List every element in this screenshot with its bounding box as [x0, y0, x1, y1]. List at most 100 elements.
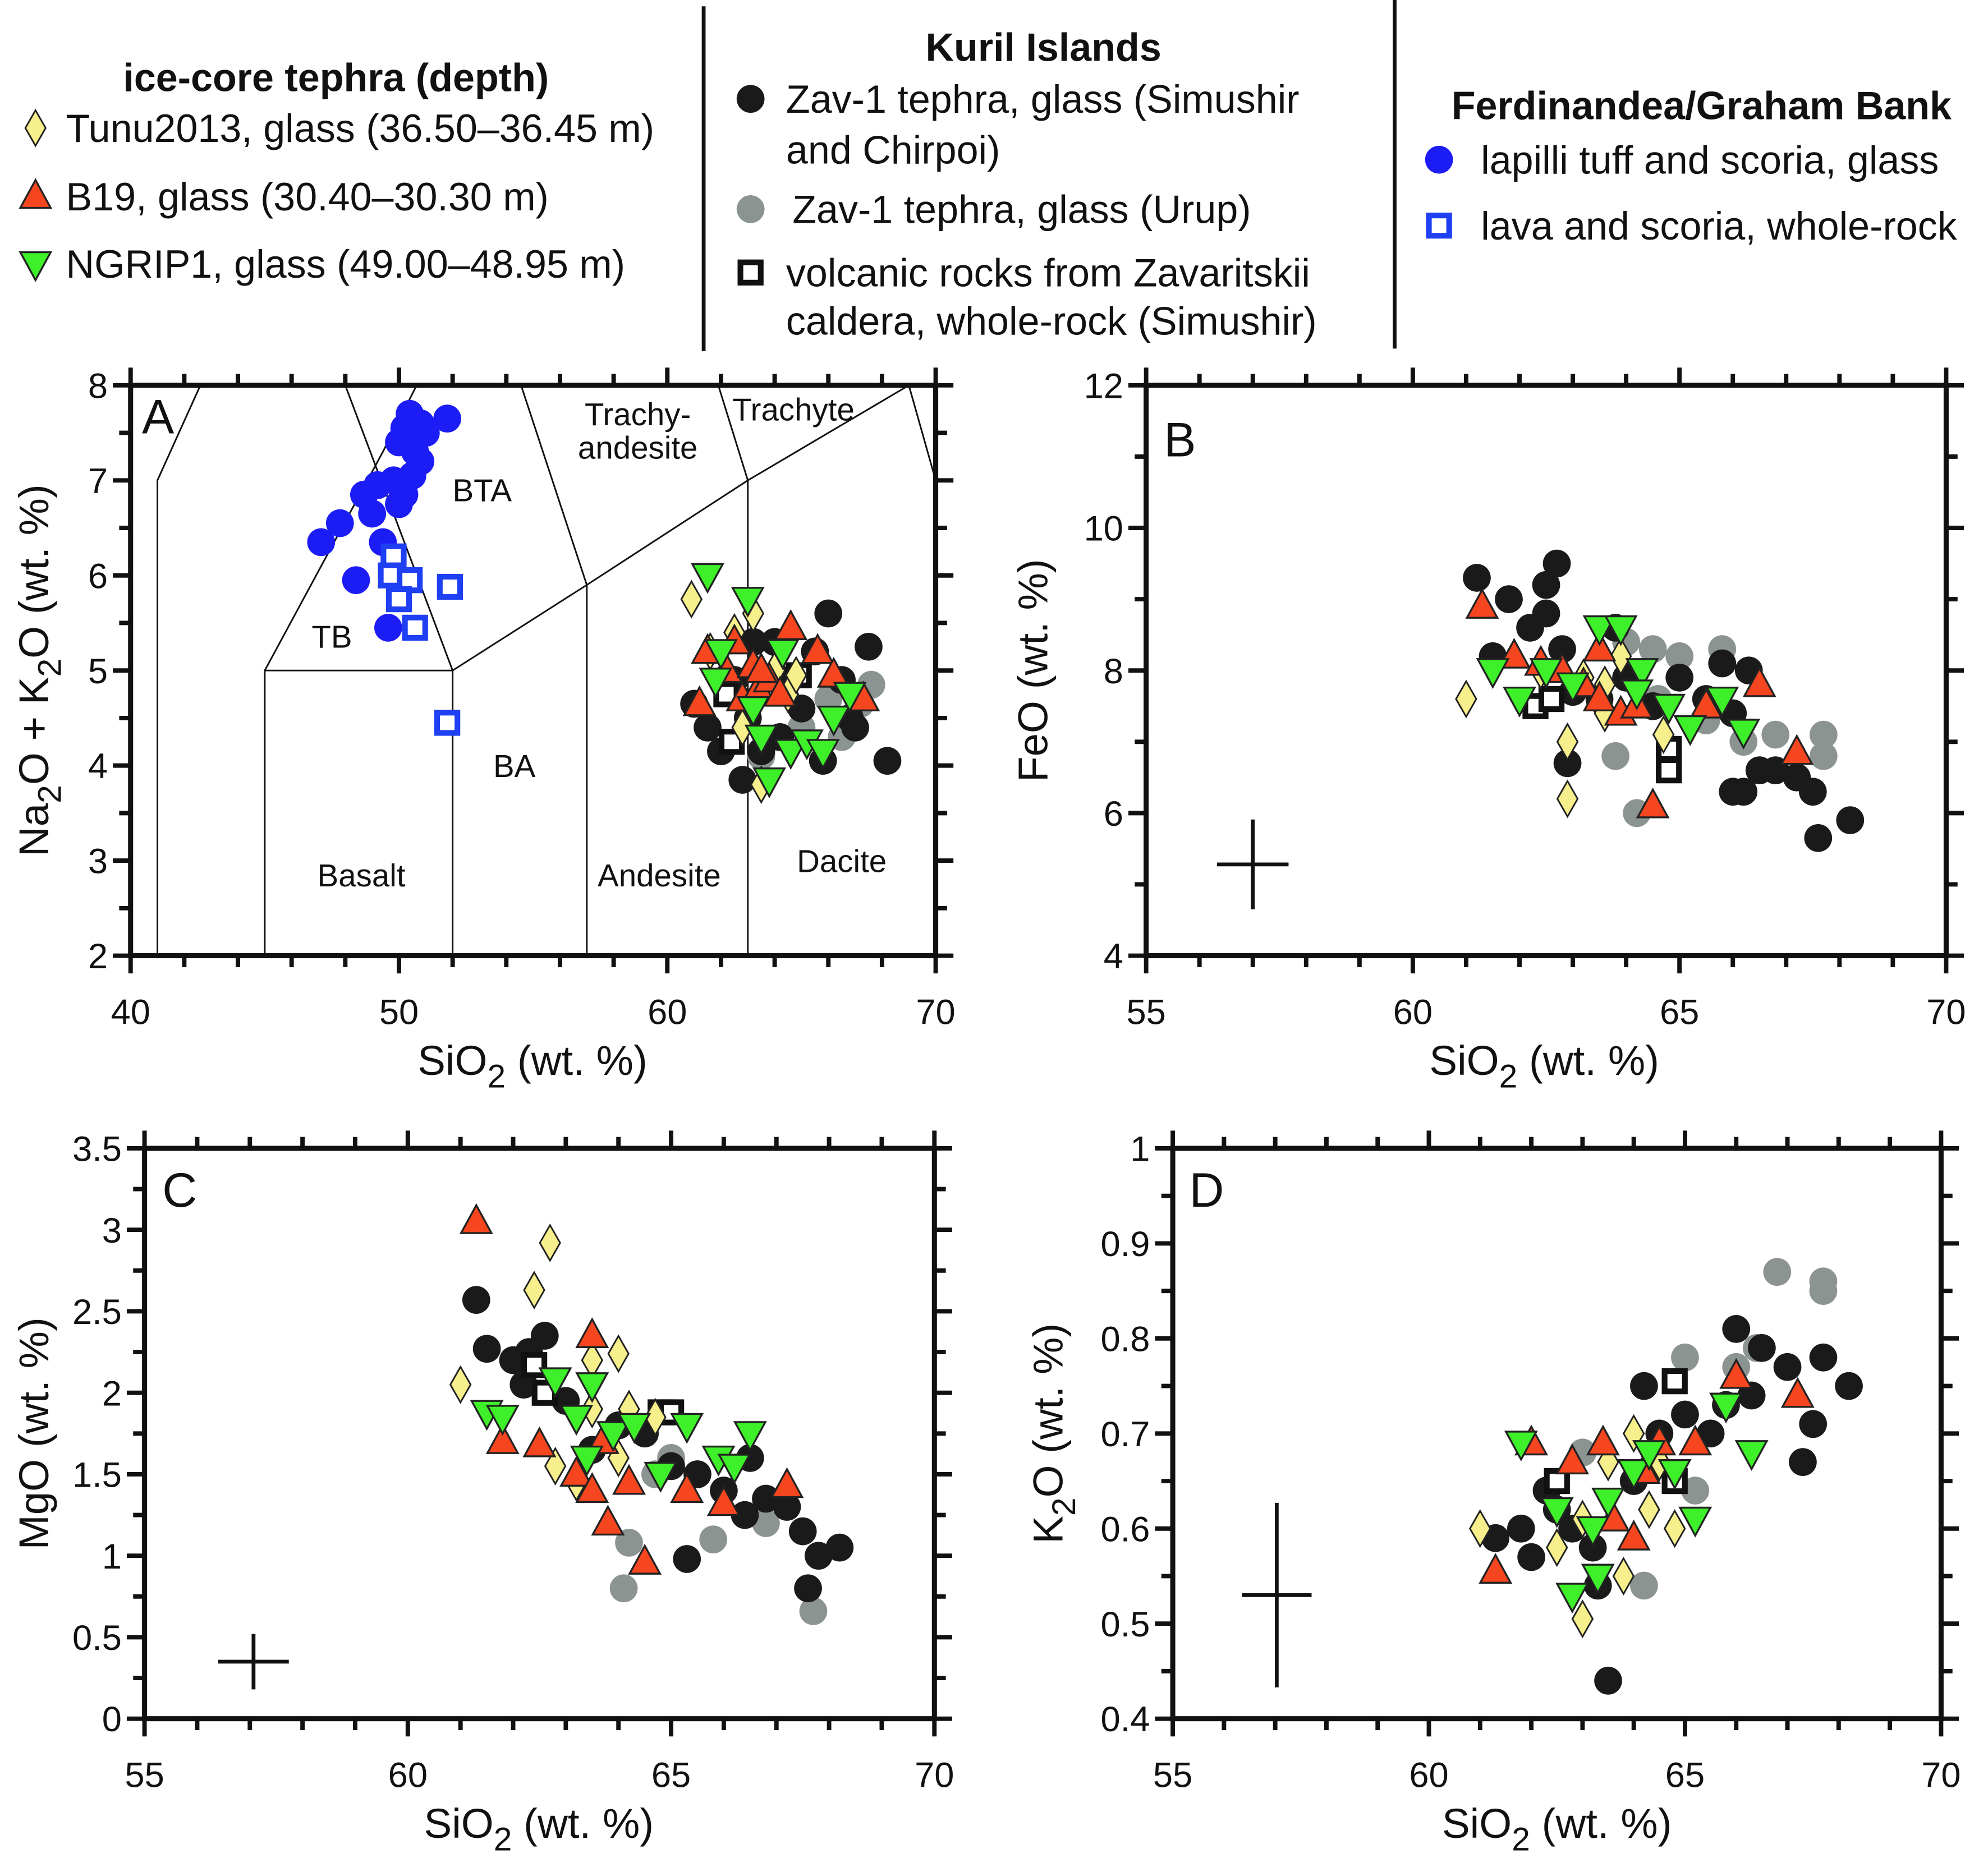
data-point	[612, 1464, 646, 1495]
x-axis-label: SiO2 (wt. %)	[1442, 1800, 1672, 1858]
data-point	[1665, 664, 1694, 692]
data-point	[485, 1405, 520, 1436]
data-point	[1719, 1358, 1753, 1389]
data-point	[1495, 585, 1523, 613]
data-point	[788, 1517, 817, 1546]
data-point	[374, 614, 402, 642]
data-point	[1476, 658, 1510, 689]
legend-label-zav-rock-1: volcanic rocks from Zavaritskii	[786, 251, 1310, 295]
series-zav-rock	[1522, 686, 1682, 784]
y-tick-label: 1	[1130, 1130, 1150, 1169]
legend-title-kuril: Kuril Islands	[925, 25, 1161, 69]
label-text: SiO	[1429, 1037, 1499, 1084]
data-point	[1773, 1353, 1802, 1381]
data-point	[485, 1423, 520, 1454]
data-point	[617, 1413, 651, 1444]
data-point	[1609, 637, 1632, 676]
data-point	[1748, 1333, 1776, 1362]
data-point	[1789, 1448, 1817, 1476]
data-point	[841, 714, 869, 742]
label-text: Na	[11, 803, 57, 857]
data-point	[1556, 672, 1590, 703]
x-tick-label: 70	[916, 993, 955, 1032]
data-point	[1507, 1514, 1535, 1543]
y-tick-label: 2	[88, 937, 108, 976]
tas-field-boundary	[908, 385, 936, 481]
data-point	[402, 614, 428, 641]
y-tick-label: 6	[88, 557, 108, 596]
label-text: (wt. %)	[1530, 1800, 1672, 1847]
data-point	[1804, 824, 1833, 852]
tas-field-label: TB	[311, 619, 352, 655]
label-text: O + K	[11, 677, 57, 785]
data-point	[833, 682, 867, 713]
data-point	[1630, 1571, 1658, 1600]
data-point	[1612, 1556, 1635, 1596]
y-axis-label: FeO (wt. %)	[1009, 559, 1056, 782]
data-point	[744, 652, 778, 683]
label-text: (wt. %)	[512, 1800, 654, 1847]
y-axis-label: MgO (wt. %)	[11, 1317, 57, 1549]
data-point	[1798, 778, 1827, 806]
data-point	[1463, 564, 1491, 592]
y-tick-label: 0.8	[1100, 1319, 1150, 1359]
y-tick-label: 8	[88, 366, 108, 406]
tas-field-boundary	[264, 669, 454, 956]
data-point	[644, 1461, 678, 1493]
y-axis-label: K2O (wt. %)	[1025, 1323, 1083, 1544]
y-tick-label: 4	[88, 747, 108, 786]
x-tick-label: 60	[1393, 993, 1433, 1032]
tas-field-label: Dacite	[797, 843, 887, 879]
data-point	[1719, 778, 1747, 806]
x-tick-label: 65	[1660, 993, 1699, 1032]
data-point	[1571, 1599, 1594, 1639]
legend-label-tunu: Tunu2013, glass (36.50–36.45 m)	[66, 107, 654, 150]
data-point	[1538, 686, 1565, 712]
x-axis-label: SiO2 (wt. %)	[417, 1037, 648, 1095]
y-tick-label: 3	[102, 1211, 122, 1250]
data-point	[806, 739, 840, 770]
subscript: 2	[1499, 1059, 1518, 1095]
data-point	[1503, 686, 1536, 718]
data-point	[1555, 1443, 1590, 1475]
y-tick-label: 8	[1104, 652, 1123, 691]
plot-frame	[1170, 1146, 1944, 1722]
legend-marker-triangle-up-icon	[19, 178, 53, 209]
data-point	[1469, 1509, 1491, 1548]
data-point	[1532, 599, 1560, 628]
label-text: FeO (wt. %)	[1009, 559, 1056, 782]
data-point	[559, 1456, 594, 1487]
legend-kuril: Kuril Islands Zav-1 tephra, glass (Simus…	[736, 25, 1317, 343]
data-point	[596, 1421, 630, 1452]
tas-field-boundary	[157, 385, 201, 956]
legend-marker-blue-circle-icon	[1425, 145, 1453, 174]
data-point	[1809, 1277, 1838, 1305]
tas-field-label: BA	[493, 748, 536, 784]
data-point	[575, 1472, 609, 1503]
data-point	[1652, 715, 1675, 755]
label-text: SiO	[1442, 1800, 1512, 1847]
data-point	[1663, 1509, 1686, 1548]
data-point	[472, 1335, 501, 1363]
data-point	[1652, 693, 1686, 725]
data-point	[615, 1529, 643, 1557]
data-point	[1671, 1400, 1699, 1429]
data-point	[773, 1493, 801, 1521]
data-point	[1809, 1343, 1838, 1372]
legend-label-ferd-glass: lapilli tuff and scoria, glass	[1481, 139, 1939, 182]
data-point	[1604, 615, 1638, 646]
data-point	[1465, 587, 1499, 619]
data-point	[1689, 687, 1723, 719]
data-point	[1632, 1440, 1666, 1471]
y-tick-label: 0.7	[1100, 1415, 1150, 1454]
y-tick-label: 3.5	[72, 1130, 122, 1169]
legend-marker-open-square-icon	[737, 259, 764, 286]
data-point	[307, 528, 336, 557]
data-point	[1636, 787, 1670, 818]
data-point	[733, 1421, 767, 1452]
legend-label-ferd-rock: lava and scoria, whole-rock	[1481, 204, 1958, 248]
panel-a: BTA TB BA Basalt Andesite Dacite Trachy-andesi…	[11, 366, 956, 1095]
data-point	[1582, 615, 1617, 646]
data-point	[1681, 1477, 1710, 1505]
